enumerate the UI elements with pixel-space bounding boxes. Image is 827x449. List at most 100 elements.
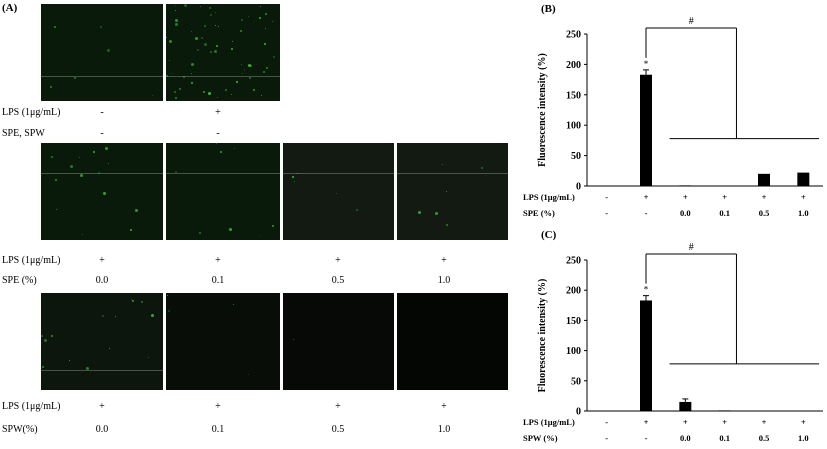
fluorescence-speck bbox=[272, 225, 274, 227]
fluorescence-speck bbox=[203, 91, 205, 93]
fluorescence-speck bbox=[260, 6, 261, 7]
fluorescence-speck bbox=[175, 171, 177, 173]
fluorescence-speck bbox=[253, 89, 255, 91]
significance-mark: * bbox=[644, 59, 649, 69]
row2-value: 0.0 bbox=[680, 208, 691, 218]
fluorescence-speck bbox=[240, 30, 242, 32]
fluorescence-speck bbox=[98, 172, 100, 174]
row2-lps-2: + bbox=[335, 255, 341, 266]
fluorescence-speck bbox=[216, 143, 217, 144]
row3-treat-2: 0.5 bbox=[331, 424, 345, 435]
fluorescence-speck bbox=[261, 95, 262, 96]
chart-b: (B) 0 50 100 150 200 250 Fluorescence intensity… bbox=[523, 3, 823, 218]
fluorescence-speck bbox=[70, 165, 73, 168]
row1-value: + bbox=[762, 192, 767, 202]
row2-lps-label: LPS (1μg/mL) bbox=[2, 255, 61, 266]
fluorescence-speck bbox=[241, 64, 242, 65]
fluorescence-speck bbox=[56, 209, 57, 210]
fluorescence-speck bbox=[201, 37, 203, 39]
fluorescence-speck bbox=[200, 6, 201, 7]
y-tick-label: 100 bbox=[566, 346, 581, 357]
row3-treat-0: 0.0 bbox=[95, 424, 109, 435]
row2-value: - bbox=[645, 433, 648, 443]
row1-value: - bbox=[605, 417, 608, 427]
y-tick-label: 250 bbox=[566, 256, 581, 267]
row2-value: 0.5 bbox=[759, 433, 770, 443]
row2-treat-2: 0.5 bbox=[331, 275, 345, 286]
fluorescence-speck bbox=[175, 5, 176, 6]
fluorescence-speck bbox=[179, 88, 181, 90]
fluorescence-speck bbox=[272, 21, 273, 22]
row1-lps-label: LPS (1μg/mL) bbox=[2, 107, 61, 118]
fluorescence-speck bbox=[191, 31, 192, 32]
bracket-label: # bbox=[689, 16, 694, 27]
fluorescence-speck bbox=[172, 73, 173, 74]
fluorescence-speck bbox=[42, 366, 44, 368]
row2-value: - bbox=[605, 433, 608, 443]
fluorescence-speck bbox=[215, 12, 216, 13]
fluorescence-speck bbox=[109, 348, 110, 349]
micrograph-lps bbox=[166, 4, 280, 101]
row2-lps-3: + bbox=[441, 255, 447, 266]
y-tick-label: 50 bbox=[571, 376, 581, 387]
row2-value: - bbox=[645, 208, 648, 218]
fluorescence-speck bbox=[41, 335, 43, 337]
fluorescence-speck bbox=[231, 48, 233, 50]
row1-treat-label: SPE, SPW bbox=[2, 128, 45, 139]
row3-lps-3: + bbox=[441, 401, 447, 412]
fluorescence-speck bbox=[74, 77, 76, 79]
bar bbox=[640, 74, 652, 186]
fluorescence-speck bbox=[108, 163, 109, 164]
row3-lps-label: LPS (1μg/mL) bbox=[2, 401, 61, 412]
row1-value: + bbox=[722, 192, 727, 202]
bar bbox=[758, 173, 770, 186]
fluorescence-speck bbox=[236, 81, 238, 83]
fluorescence-speck bbox=[183, 76, 185, 78]
fluorescence-speck bbox=[435, 212, 438, 215]
y-tick-label: 150 bbox=[566, 316, 581, 327]
fluorescence-speck bbox=[79, 157, 80, 158]
y-tick-label: 0 bbox=[576, 407, 581, 418]
fluorescence-speck bbox=[102, 315, 104, 317]
fluorescence-speck bbox=[265, 28, 266, 29]
fluorescence-speck bbox=[169, 60, 170, 61]
micrograph-spw-1 bbox=[166, 293, 280, 390]
fluorescence-speck bbox=[82, 234, 83, 235]
bar bbox=[718, 186, 731, 187]
row2-lps-0: + bbox=[99, 255, 105, 266]
fluorescence-speck bbox=[100, 26, 102, 28]
row1-value: + bbox=[644, 192, 649, 202]
row1-value: + bbox=[801, 192, 806, 202]
row3-lps-1: + bbox=[215, 401, 221, 412]
fluorescence-speck bbox=[54, 26, 56, 28]
fluorescence-speck bbox=[174, 91, 176, 93]
row1-lps-1: + bbox=[215, 107, 221, 118]
row1-value: + bbox=[683, 417, 688, 427]
fluorescence-speck bbox=[249, 77, 251, 79]
row2-value: 1.0 bbox=[798, 433, 809, 443]
fluorescence-speck bbox=[105, 147, 108, 150]
fluorescence-speck bbox=[215, 25, 216, 26]
fluorescence-speck bbox=[175, 23, 178, 26]
bracket-label: # bbox=[689, 242, 694, 253]
fluorescence-speck bbox=[209, 7, 211, 9]
bar bbox=[797, 411, 810, 412]
fluorescence-speck bbox=[446, 191, 447, 192]
panel-label: (B) bbox=[541, 3, 556, 15]
fluorescence-speck bbox=[217, 97, 218, 98]
y-tick-label: 200 bbox=[566, 286, 581, 297]
fluorescence-speck bbox=[250, 65, 252, 67]
fluorescence-speck bbox=[175, 97, 177, 99]
fluorescence-speck bbox=[225, 89, 227, 91]
fluorescence-speck bbox=[266, 67, 268, 69]
row-label-treatment: SPW (%) bbox=[523, 433, 558, 443]
fluorescence-speck bbox=[204, 25, 206, 27]
fluorescence-speck bbox=[442, 164, 443, 165]
fluorescence-speck bbox=[131, 299, 132, 300]
fluorescence-speck bbox=[233, 304, 234, 305]
fluorescence-speck bbox=[293, 339, 294, 340]
fluorescence-speck bbox=[184, 4, 187, 7]
fluorescence-speck bbox=[69, 360, 70, 361]
fluorescence-speck bbox=[135, 209, 138, 212]
fluorescence-speck bbox=[264, 43, 266, 45]
